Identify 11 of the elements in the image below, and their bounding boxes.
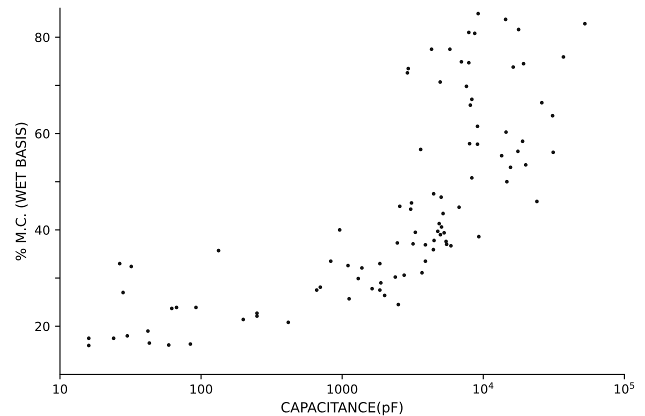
y-tick-label: 60 bbox=[35, 129, 50, 138]
y-tick-label: 40 bbox=[34, 225, 50, 235]
x-axis-title: CAPACITANCE(pF) bbox=[281, 402, 403, 416]
y-tick-label: 80 bbox=[35, 32, 50, 42]
x-tick-label: 10$^{4}$ bbox=[474, 382, 494, 394]
y-tick-label: 20 bbox=[35, 322, 50, 332]
x-tick-label: 1000 bbox=[328, 384, 358, 394]
x-tick-label: 100 bbox=[190, 384, 212, 394]
y-axis-title: % M.C. (WET BASIS) bbox=[15, 122, 28, 260]
x-tick-label: 10 bbox=[53, 384, 68, 394]
x-tick-label: 10$^{5}$ bbox=[614, 382, 634, 394]
